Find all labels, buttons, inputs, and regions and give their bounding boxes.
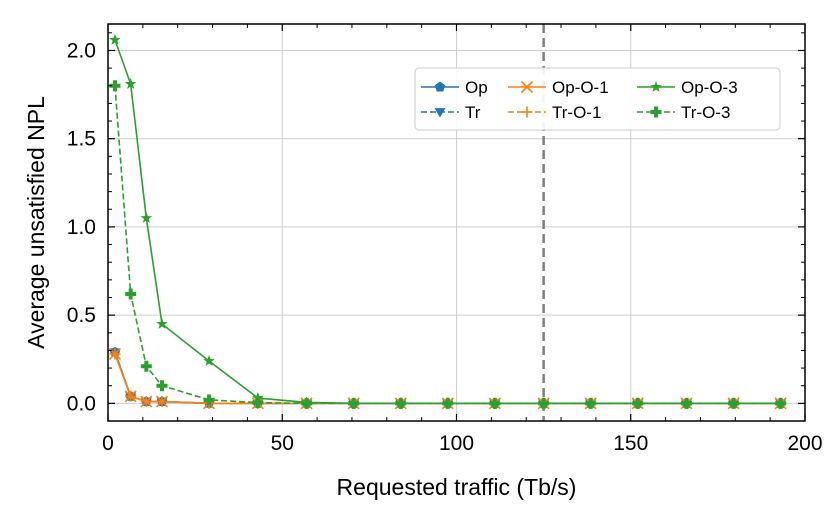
y-tick-label: 0.0 <box>67 392 96 415</box>
series-layer <box>108 33 787 410</box>
data-point <box>109 348 121 360</box>
data-point <box>156 380 168 392</box>
legend-label: Tr <box>465 103 481 122</box>
x-tick-label: 50 <box>271 432 294 455</box>
legend-label: Tr-O-1 <box>552 103 601 122</box>
legend-entry-Op-O-1: Op-O-1 <box>508 78 609 97</box>
x-tick-label: 150 <box>613 432 648 455</box>
data-point <box>348 397 360 409</box>
y-tick-label: 1.0 <box>67 216 96 239</box>
data-point <box>521 106 533 118</box>
data-point <box>650 106 662 118</box>
data-point <box>489 397 501 409</box>
legend-label: Op <box>465 78 488 97</box>
legend-box <box>414 67 781 131</box>
data-point <box>434 108 446 118</box>
data-point <box>140 360 152 372</box>
ticks: 0 50 100 150 200 0.0 0.5 1.0 1.5 2.0 <box>67 24 823 455</box>
data-point <box>125 390 137 402</box>
legend: Op Tr Op-O-1 Tr-O-1 Op-O-3 Tr-O-3 <box>414 67 781 131</box>
data-point <box>156 317 168 329</box>
data-point <box>124 77 137 89</box>
data-point <box>775 397 787 409</box>
data-point <box>434 81 446 92</box>
legend-label: Op-O-3 <box>681 78 738 97</box>
data-point <box>520 80 534 94</box>
data-point <box>140 396 152 408</box>
y-tick-label: 2.0 <box>67 39 96 62</box>
data-point <box>203 354 215 366</box>
data-point <box>109 33 121 45</box>
legend-entry-Op: Op <box>421 78 488 97</box>
x-axis-label: Requested traffic (Tb/s) <box>337 474 577 500</box>
data-point <box>203 394 215 406</box>
data-point <box>140 212 153 223</box>
x-tick-label: 0 <box>102 432 114 455</box>
data-point <box>632 397 644 409</box>
data-point <box>650 80 662 92</box>
y-axis-label: Average unsatisfied NPL <box>23 96 49 349</box>
data-point <box>538 397 550 409</box>
legend-label: Op-O-1 <box>552 78 609 97</box>
data-point <box>395 397 407 409</box>
x-tick-label: 200 <box>787 432 822 455</box>
y-tick-label: 0.5 <box>67 304 96 327</box>
data-point <box>442 397 454 409</box>
data-point <box>728 397 740 409</box>
legend-entry-Tr-O-1: Tr-O-1 <box>508 103 601 122</box>
legend-entry-Tr: Tr <box>421 103 481 122</box>
data-point <box>585 397 597 409</box>
legend-entry-Op-O-3: Op-O-3 <box>637 78 738 97</box>
legend-entry-Tr-O-3: Tr-O-3 <box>637 103 730 122</box>
data-point <box>125 288 137 300</box>
data-point <box>156 396 168 408</box>
x-tick-label: 100 <box>439 432 474 455</box>
data-point <box>252 397 264 409</box>
data-point <box>301 397 313 409</box>
legend-label: Tr-O-3 <box>681 103 730 122</box>
data-point <box>681 397 693 409</box>
y-tick-label: 1.5 <box>67 128 96 151</box>
series-line <box>114 85 781 405</box>
